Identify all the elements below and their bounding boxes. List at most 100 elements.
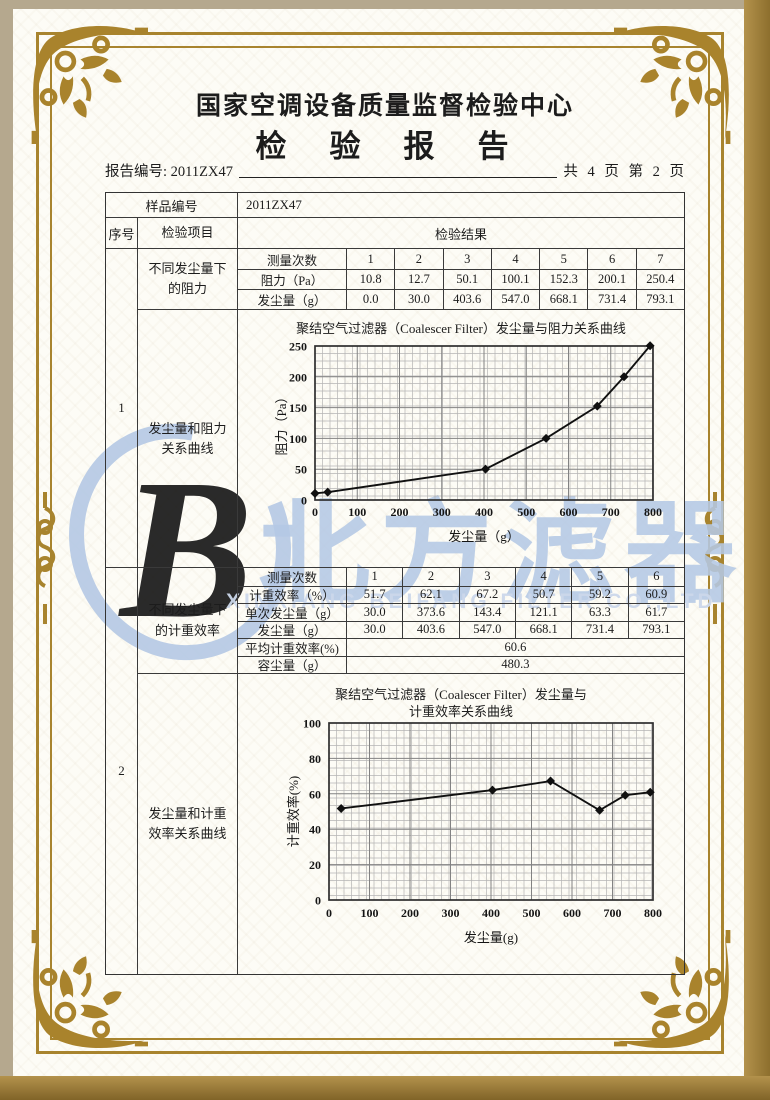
frame-mid-scroll [36,492,56,624]
frame-mid-scroll [704,492,724,624]
watermark-text: 北方滤器 [258,491,746,616]
table-cell: 668.1 [514,620,572,638]
table-cell: 100.1 [490,269,540,289]
svg-text:600: 600 [563,906,581,920]
paper-sheet [13,9,744,1076]
table-cell: 30.0 [346,620,403,638]
table-cell: 67.2 [458,585,515,603]
table-cell: 2 [402,568,458,586]
chart-2-efficiency-curve: 0 100 200 300 400 500 600 700 800 0 20 40 60 80 100 发尘量… [286,717,662,946]
report-info-row: 报告编号: 2011ZX47 共 4 页 第 2 页 [105,160,687,181]
svg-text:800: 800 [644,906,662,920]
svg-text:发尘量(g): 发尘量(g) [463,930,517,945]
table-cell: 373.6 [402,603,459,621]
svg-text:800: 800 [644,505,662,519]
table-cell: 5 [539,249,587,269]
table-cell: 30.0 [394,289,443,309]
svg-text:阻力（Pa）: 阻力（Pa） [274,390,289,455]
table-cell: 50.1 [442,269,491,289]
table-cell: 731.4 [571,620,628,638]
resistance-data-table: 测量次数 1 2 3 4 5 6 7 阻力（Pa） 10.8 12.7 50.1 100.1 152.3 2… [238,249,684,309]
svg-text:500: 500 [522,906,540,920]
svg-text:80: 80 [309,752,321,766]
svg-text:100: 100 [303,717,321,731]
table-cell: 单次发尘量（g） [238,603,346,621]
svg-text:计重效率(%): 计重效率(%) [286,776,301,848]
table-cell: 62.1 [402,585,459,603]
table-cell: 793.1 [635,289,684,309]
efficiency-data-table: 测量次数 1 2 3 4 5 6 计重效率（%） 51.7 62.1 67.2 50.7 59.2 60.… [238,568,684,673]
table-cell: 30.0 [346,603,403,621]
table-cell: 668.1 [539,289,588,309]
table-cell: 60.9 [627,585,684,603]
inspection-table: 样品编号 2011ZX47 序号 检验项目 检验结果 1 不同发尘量下的阻力 测… [105,192,685,975]
table-cell: 61.7 [627,603,684,621]
table-cell: 250.4 [635,269,684,289]
section-1-chart-block: 发尘量和阻力关系曲线 聚结空气过滤器（Coalescer Filter）发尘量与… [138,309,684,568]
table-cell: 3 [458,568,515,586]
section-2-efficiency-block: 不同发尘量下的计重效率 测量次数 1 2 3 4 5 6 计重效率（%） 51.7 62.1 67.… [138,568,684,673]
table-cell: 12.7 [394,269,443,289]
report-title: 检 验 报 告 [255,129,515,164]
table-cell: 1 [346,568,402,586]
table-cell: 1 [346,249,394,269]
watermark-logo-letter: B [118,439,253,660]
section-2-item-b: 发尘量和计重效率关系曲线 [138,674,238,974]
svg-text:600: 600 [559,505,577,519]
svg-text:400: 400 [482,906,500,920]
scan-edge-band-right [744,0,770,1100]
section-1-item-b: 发尘量和阻力关系曲线 [138,310,238,568]
frame-corner-flourish [614,930,731,1049]
table-cell: 200.1 [587,269,636,289]
svg-text:700: 700 [603,906,621,920]
svg-text:50: 50 [295,463,307,477]
table-cell: 63.3 [571,603,628,621]
watermark-subtext: XINXIANG BEIFANG FILTER CO.,LTD [226,590,717,613]
table-cell: 121.1 [514,603,572,621]
svg-text:20: 20 [309,858,321,872]
chart-1-title: 聚结空气过滤器（Coalescer Filter）发尘量与阻力关系曲线 [296,321,626,336]
svg-text:60: 60 [309,787,321,801]
table-cell: 59.2 [571,585,628,603]
svg-text:0: 0 [301,494,307,508]
section-2-seq: 2 [106,568,138,974]
table-cell: 10.8 [346,269,395,289]
svg-text:300: 300 [432,505,450,519]
svg-text:700: 700 [601,505,619,519]
table-cell: 测量次数 [266,571,317,586]
svg-text:200: 200 [390,505,408,519]
scan-edge-band-bottom [0,1076,770,1100]
header-seq: 序号 [106,218,138,248]
table-cell: 403.6 [402,620,459,638]
frame-corner-flourish [614,25,731,144]
section-2: 2 不同发尘量下的计重效率 测量次数 1 2 3 4 5 6 计重效率（%） 51.7 62.1 6… [106,567,684,974]
table-cell: 计重效率（%） [238,585,346,603]
table-cell: 发尘量（g） [238,289,346,309]
table-cell: 4 [490,249,539,269]
table-cell: 547.0 [458,620,515,638]
svg-text:400: 400 [475,505,493,519]
table-cell: 60.6 [346,638,684,656]
table-cell: 50.7 [514,585,572,603]
frame-corner-flourish [31,25,148,144]
table-cell: 0.0 [346,289,395,309]
table-cell: 731.4 [587,289,636,309]
svg-text:0: 0 [315,894,321,908]
table-cell: 测量次数 [266,253,317,268]
svg-text:0: 0 [326,906,332,920]
report-number: 报告编号: 2011ZX47 [105,164,233,180]
table-cell: 5 [571,568,627,586]
table-cell: 2 [394,249,442,269]
table-cell: 793.1 [627,620,684,638]
sample-number-value: 2011ZX47 [246,197,302,212]
chart-2-title: 聚结空气过滤器（Coalescer Filter）发尘量与 计重效率关系曲线 [335,674,587,720]
svg-text:发尘量（g）: 发尘量（g） [448,529,520,544]
table-cell: 4 [514,568,571,586]
section-1-item-a: 不同发尘量下的阻力 [138,249,238,309]
svg-text:100: 100 [289,432,307,446]
table-cell: 143.4 [458,603,515,621]
table-header-row: 序号 检验项目 检验结果 [106,217,684,248]
table-cell: 6 [627,568,684,586]
